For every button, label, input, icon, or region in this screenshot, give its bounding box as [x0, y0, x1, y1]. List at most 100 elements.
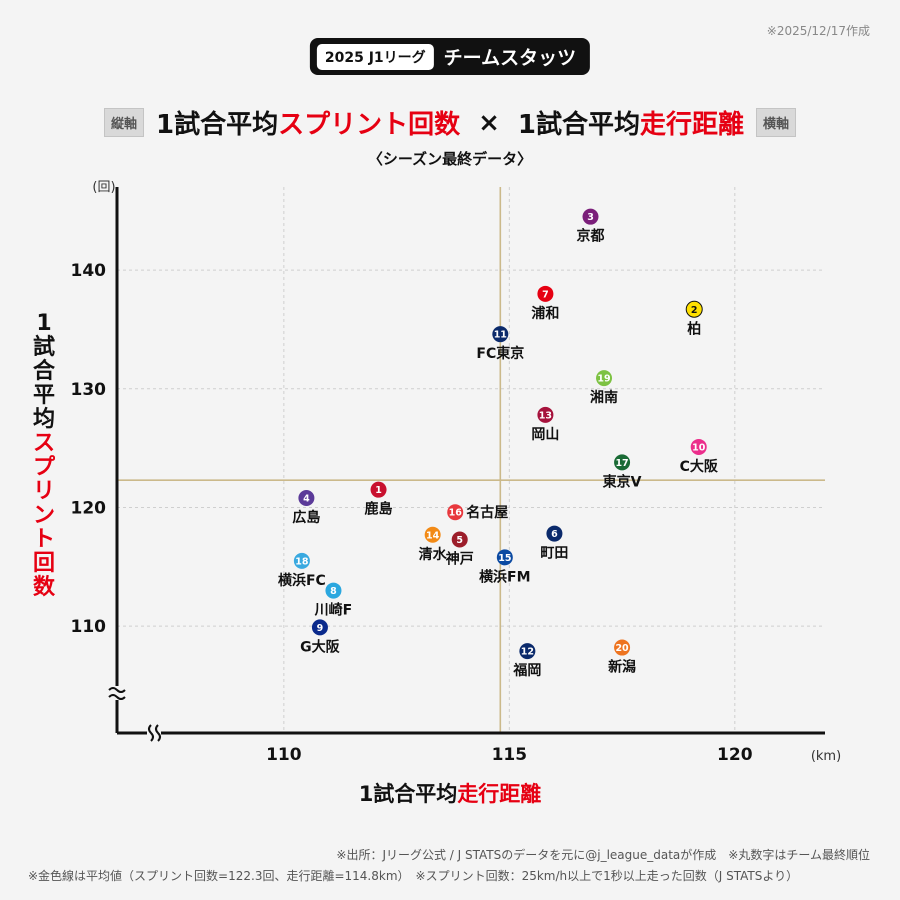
team-rank-label: 18: [295, 556, 309, 567]
team-point-marker: [582, 208, 599, 225]
team-name-label: FC東京: [476, 345, 524, 362]
team-name-label: 川崎F: [314, 602, 353, 619]
header-label: チームスタッツ: [443, 47, 577, 69]
title-y-prefix: 1試合平均: [155, 110, 279, 140]
x-axis-title-prefix: 1試合平均: [358, 782, 458, 806]
y-title-char-highlight: プ: [32, 455, 55, 480]
team-point-marker: [293, 552, 310, 569]
y-title-char: 平: [32, 383, 55, 408]
team-rank-label: 4: [303, 493, 310, 504]
title-x-metric: 1試合平均走行距離: [518, 104, 744, 141]
team-point-marker: [492, 326, 509, 343]
team-point-marker: [614, 639, 631, 656]
team-name-label: G大阪: [300, 638, 340, 655]
x-tick-label: 115: [492, 745, 528, 765]
team-name-label: 町田: [540, 546, 568, 562]
chart-title: 縦軸 1試合平均スプリント回数 × 1試合平均走行距離 横軸: [0, 104, 900, 141]
team-rank-label: 8: [330, 586, 337, 597]
title-x-highlight: 走行距離: [639, 110, 744, 140]
y-axis-break-gap: [109, 686, 125, 700]
team-point-marker: [298, 489, 315, 506]
title-y-highlight: スプリント回数: [278, 110, 461, 140]
team-name-label: 浦和: [531, 305, 559, 322]
y-tick-label: 110: [71, 617, 107, 637]
team-point-marker: [546, 525, 563, 542]
team-name-label: C大阪: [680, 458, 719, 475]
team-name-label: 京都: [577, 228, 605, 245]
team-point-marker: [451, 531, 468, 548]
x-tick-label: 110: [266, 745, 302, 765]
x-axis-break-gap: [147, 725, 161, 741]
team-point-marker: [447, 504, 464, 521]
team-name-label: 福岡: [512, 662, 541, 679]
team-rank-label: 3: [587, 212, 594, 223]
team-point-marker: [596, 370, 613, 387]
team-rank-label: 6: [551, 529, 558, 540]
footer-average-note: ※金色線は平均値（スプリント回数=122.3回、走行距離=114.8km） ※ス…: [28, 869, 799, 883]
y-title-char: 1: [36, 311, 52, 336]
y-title-char-highlight: ン: [32, 503, 55, 528]
y-tick-label: 140: [71, 261, 107, 281]
y-title-char-highlight: 回: [32, 551, 55, 576]
team-rank-label: 11: [494, 330, 507, 341]
team-name-label: 東京V: [603, 473, 642, 490]
y-axis-break-icon: [108, 687, 126, 700]
team-name-label: 横浜FC: [278, 572, 326, 589]
team-rank-label: 2: [691, 305, 698, 316]
y-title-char: 均: [32, 407, 55, 432]
chart-subtitle: 〈シーズン最終データ〉: [367, 150, 533, 168]
header-pill: 2025 J1リーグ チームスタッツ: [309, 38, 591, 75]
y-tick-label: 130: [71, 380, 107, 400]
team-rank-label: 16: [449, 508, 463, 519]
team-name-label: 鹿島: [364, 501, 393, 518]
horizontal-axis-tag: 横軸: [756, 108, 797, 137]
team-point-marker: [496, 549, 513, 566]
y-title-char: 合: [32, 359, 55, 384]
team-name-label: 柏: [687, 320, 701, 337]
team-name-label: 神戸: [446, 551, 474, 568]
team-rank-label: 14: [426, 530, 440, 541]
team-rank-label: 1: [375, 485, 382, 496]
team-rank-label: 10: [692, 442, 706, 453]
team-point-marker: [537, 285, 554, 302]
team-point-marker: [690, 438, 707, 455]
x-axis-title-highlight: 走行距離: [457, 782, 542, 806]
y-unit-label: (回): [92, 180, 115, 195]
creation-date-note: ※2025/12/17作成: [766, 24, 870, 38]
team-name-label: 清水: [419, 546, 448, 563]
y-title-char-highlight: ト: [32, 527, 55, 552]
y-title-char-highlight: リ: [32, 479, 55, 504]
team-name-label: 広島: [292, 509, 320, 526]
y-title-char: 試: [32, 335, 55, 360]
team-rank-label: 19: [597, 374, 610, 385]
team-name-label: 湘南: [590, 389, 618, 406]
y-tick-label: 120: [71, 498, 107, 518]
y-title-char-highlight: 数: [32, 575, 55, 600]
x-unit-label: (km): [811, 749, 841, 764]
team-rank-label: 17: [615, 458, 628, 469]
title-x-prefix: 1試合平均: [517, 110, 640, 140]
cross-symbol: ×: [478, 107, 500, 138]
x-tick-label: 120: [717, 745, 753, 765]
team-point-marker: [614, 454, 631, 471]
team-rank-label: 13: [539, 410, 552, 421]
team-point-marker: [537, 406, 554, 423]
team-name-label: 新潟: [608, 659, 636, 676]
team-point-marker: [311, 619, 328, 636]
footer-source-note: ※出所：Jリーグ公式 / J STATSのデータを元に@j_league_dat…: [336, 848, 870, 862]
team-rank-label: 15: [498, 553, 511, 564]
team-rank-label: 9: [317, 623, 324, 634]
team-name-label: 岡山: [531, 427, 559, 443]
league-season-tag: 2025 J1リーグ: [316, 43, 434, 70]
team-point-marker: [519, 643, 536, 660]
x-axis-title: 1試合平均走行距離: [0, 778, 900, 808]
team-rank-label: 5: [456, 535, 463, 546]
team-name-label: 横浜FM: [479, 568, 531, 585]
title-y-metric: 1試合平均スプリント回数: [156, 104, 460, 141]
x-axis-break-icon: [148, 724, 161, 742]
team-point-marker: [424, 526, 441, 543]
team-rank-label: 7: [542, 289, 549, 300]
y-title-char-highlight: ス: [32, 431, 55, 456]
